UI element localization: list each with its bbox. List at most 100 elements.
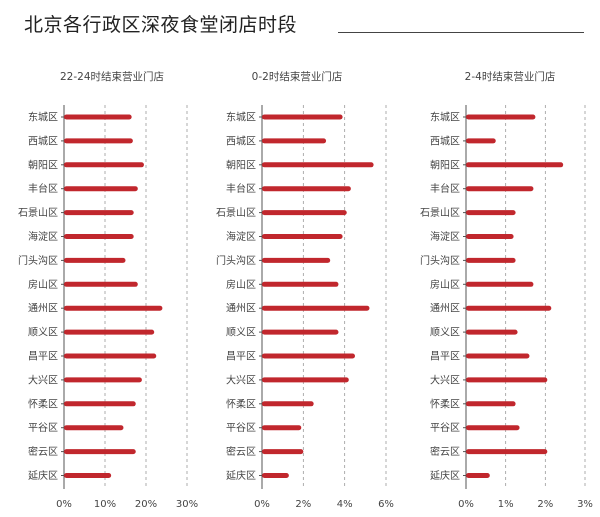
chart-3-category-label: 密云区	[430, 445, 460, 458]
chart-3-bar	[466, 377, 548, 383]
chart-1-category-label: 平谷区	[28, 422, 58, 434]
chart-2-category-label: 大兴区	[226, 373, 256, 386]
chart-3-category-label: 昌平区	[430, 351, 460, 363]
chart-1-category-label: 延庆区	[28, 469, 58, 482]
chart-1-bar	[64, 114, 132, 120]
chart-3-tick-label: 0%	[458, 499, 474, 510]
chart-3-category-label: 延庆区	[430, 469, 460, 482]
chart-1-category-label: 朝阳区	[28, 159, 58, 171]
chart-2-category-label: 朝阳区	[226, 159, 256, 171]
chart-2-bar	[262, 210, 347, 216]
chart-2-category-label: 房山区	[226, 278, 256, 291]
chart-3-tick-label: 2%	[537, 499, 553, 510]
chart-2-category-label: 平谷区	[226, 422, 256, 434]
chart-3-bar	[466, 473, 490, 478]
chart-3-category-label: 房山区	[430, 278, 460, 291]
chart-1-bar	[64, 210, 134, 216]
chart-3-bar	[466, 305, 552, 311]
chart-2-bar	[262, 114, 343, 120]
chart-3-category-label: 怀柔区	[430, 398, 460, 410]
chart-2-category-label: 昌平区	[226, 351, 256, 363]
chart-3-category-label: 通州区	[430, 303, 460, 315]
chart-1-category-label: 昌平区	[28, 351, 58, 363]
chart-3-category-label: 东城区	[430, 111, 460, 124]
chart-1-category-label: 西城区	[28, 135, 58, 147]
chart-1-category-label: 怀柔区	[28, 398, 58, 410]
chart-2-title: 0-2时结束营业门店	[252, 70, 343, 83]
chart-2-bar	[262, 138, 327, 144]
chart-2-bar	[262, 329, 339, 335]
chart-3-category-label: 门头沟区	[420, 254, 460, 267]
chart-1-category-label: 顺义区	[28, 327, 58, 339]
chart-2-category-label: 密云区	[226, 445, 256, 458]
chart-1-bar	[64, 473, 112, 478]
chart-3-bar	[466, 210, 516, 216]
chart-3-bar	[466, 186, 534, 192]
chart-2-category-label: 石景山区	[216, 207, 256, 219]
chart-3-tick-label: 3%	[577, 499, 593, 510]
chart-2-category-label: 海淀区	[226, 230, 256, 243]
chart-2-bar	[262, 401, 314, 407]
chart-1-tick-label: 20%	[135, 499, 157, 510]
chart-3-category-label: 顺义区	[430, 327, 460, 339]
chart-2-category-label: 通州区	[226, 303, 256, 315]
chart-3-bar	[466, 353, 530, 359]
chart-1-bar	[64, 281, 138, 287]
chart-2-category-label: 丰台区	[226, 182, 256, 195]
chart-1-tick-label: 10%	[94, 499, 116, 510]
chart-3-category-label: 平谷区	[430, 422, 460, 434]
chart-3-bar	[466, 138, 496, 144]
chart-2-category-label: 怀柔区	[226, 398, 256, 410]
chart-2-category-label: 东城区	[226, 111, 256, 124]
chart-1-bar	[64, 257, 126, 263]
chart-3-category-label: 大兴区	[430, 373, 460, 386]
chart-2-category-label: 西城区	[226, 135, 256, 147]
chart-1-bar	[64, 425, 124, 431]
chart-1-bar	[64, 162, 144, 168]
chart-3-bar	[466, 281, 534, 287]
chart-3-category-label: 海淀区	[430, 230, 460, 243]
chart-2-category-label: 顺义区	[226, 327, 256, 339]
chart-2-bar	[262, 305, 370, 311]
chart-3-tick-label: 1%	[498, 499, 514, 510]
title-rule	[338, 32, 584, 33]
chart-1-bar	[64, 353, 157, 359]
chart-2-bar	[262, 425, 302, 431]
chart-2-bar	[262, 281, 339, 287]
chart-1-category-label: 海淀区	[28, 230, 58, 243]
chart-1-category-label: 门头沟区	[18, 254, 58, 267]
chart-2-tick-label: 6%	[378, 499, 394, 510]
chart-3-bar	[466, 162, 564, 168]
chart-2-bar	[262, 449, 304, 455]
chart-2-bar	[262, 186, 351, 192]
chart-2-bar	[262, 257, 331, 263]
chart-1-bar	[64, 138, 133, 144]
chart-1-category-label: 石景山区	[18, 207, 58, 219]
chart-2-bar	[262, 473, 289, 478]
chart-1-category-label: 丰台区	[28, 182, 58, 195]
chart-1-bar	[64, 305, 163, 311]
chart-3-bar	[466, 449, 548, 455]
chart-3-bar	[466, 257, 516, 263]
chart-3-category-label: 丰台区	[430, 182, 460, 195]
chart-2-category-label: 门头沟区	[216, 254, 256, 267]
chart-1-category-label: 大兴区	[28, 373, 58, 386]
chart-3-bar	[466, 114, 536, 120]
chart-3-bar	[466, 401, 516, 407]
chart-1-category-label: 东城区	[28, 111, 58, 124]
chart-1-title: 22-24时结束营业门店	[60, 70, 164, 83]
chart-1-category-label: 房山区	[28, 278, 58, 291]
chart-3-category-label: 朝阳区	[430, 159, 460, 171]
chart-1-category-label: 密云区	[28, 445, 58, 458]
chart-1-bar	[64, 329, 155, 335]
chart-3-category-label: 西城区	[430, 135, 460, 147]
chart-2-tick-label: 4%	[337, 499, 353, 510]
chart-3-category-label: 石景山区	[420, 207, 460, 219]
chart-2-bar	[262, 234, 343, 239]
chart-3-title: 2-4时结束营业门店	[465, 70, 556, 83]
chart-2-bar	[262, 377, 349, 383]
chart-1-bar	[64, 234, 134, 239]
chart-2-tick-label: 0%	[254, 499, 270, 510]
chart-1-bar	[64, 401, 136, 407]
